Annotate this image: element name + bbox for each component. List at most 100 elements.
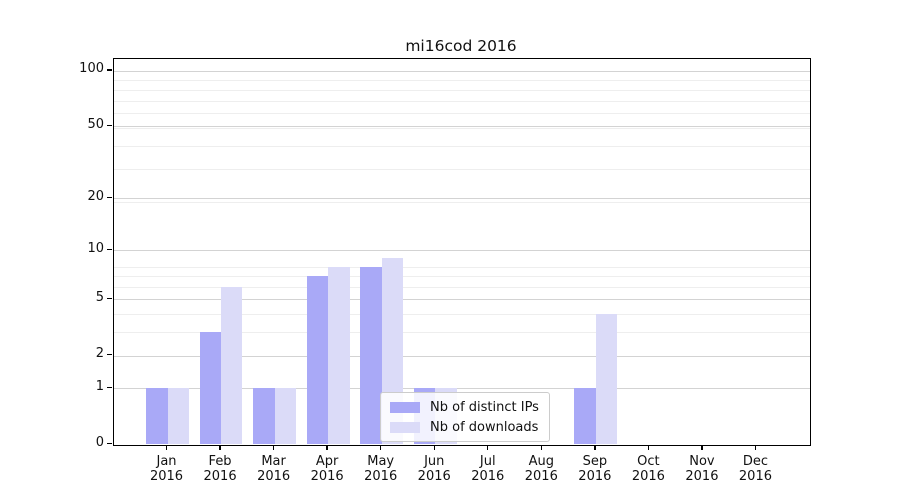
x-tick-month: Sep (582, 453, 608, 469)
x-tick-year: 2016 (631, 469, 665, 484)
y-gridline-minor (114, 287, 810, 289)
legend: Nb of distinct IPs Nb of downloads (380, 392, 550, 442)
x-tick-month: Jan (156, 453, 177, 469)
y-gridline-major (114, 70, 810, 72)
y-gridline-minor (114, 314, 810, 316)
x-axis-tick (487, 445, 489, 450)
legend-entry: Nb of distinct IPs (390, 398, 539, 416)
y-gridline-major (114, 388, 810, 390)
bar-downloads (167, 388, 189, 445)
x-tick-month: Jun (424, 453, 445, 469)
bar-downloads (328, 266, 350, 445)
legend-entry: Nb of downloads (390, 418, 539, 436)
y-gridline-minor (114, 100, 810, 102)
bar-distinct-ips (306, 276, 329, 445)
bar-downloads (221, 287, 243, 445)
x-tick-year: 2016 (417, 469, 451, 484)
y-gridline-minor (114, 276, 810, 278)
x-axis-tick (594, 445, 596, 450)
bar-downloads (595, 314, 618, 445)
x-tick-year: 2016 (149, 469, 184, 484)
x-tick-label: Nov 2016 (670, 454, 734, 485)
x-axis-tick (647, 445, 650, 450)
x-axis-tick (219, 445, 221, 450)
y-gridline-minor (114, 80, 810, 82)
y-gridline-major (114, 126, 810, 128)
x-axis-tick (165, 445, 168, 450)
x-axis-tick (326, 445, 328, 450)
x-tick-year: 2016 (685, 469, 719, 484)
y-axis-tick (107, 443, 112, 445)
y-gridline-major (114, 355, 810, 357)
x-tick-month: Nov (689, 453, 715, 469)
y-tick-label: 10 (87, 240, 104, 256)
y-tick-label: 2 (95, 346, 104, 362)
x-axis-tick (379, 445, 382, 450)
y-axis-tick (107, 196, 112, 198)
x-tick-month: Jul (479, 453, 496, 469)
x-tick-year: 2016 (524, 469, 558, 484)
y-axis-tick (107, 354, 112, 356)
x-tick-label: Feb 2016 (188, 454, 252, 485)
x-axis-tick (433, 445, 435, 450)
x-tick-month: Aug (528, 453, 554, 469)
y-gridline-minor (114, 145, 810, 147)
y-gridline-minor (114, 266, 810, 268)
x-tick-month: Mar (261, 453, 286, 469)
y-tick-label: 100 (79, 61, 104, 77)
y-tick-label: 20 (87, 188, 104, 204)
bar-downloads (274, 388, 296, 445)
x-tick-year: 2016 (310, 469, 344, 484)
x-tick-label: Jun 2016 (402, 454, 466, 485)
y-tick-label: 5 (95, 289, 104, 305)
x-tick-year: 2016 (578, 469, 612, 484)
y-axis-tick (107, 248, 112, 251)
x-axis-tick (701, 445, 703, 450)
x-tick-label: Aug 2016 (509, 454, 573, 485)
y-tick-label: 50 (87, 116, 104, 132)
y-axis-tick (107, 124, 112, 127)
y-tick-label: 0 (95, 435, 104, 450)
bar-distinct-ips (360, 266, 382, 445)
x-tick-label: Jan 2016 (135, 454, 199, 485)
bar-distinct-ips (146, 388, 168, 445)
legend-swatch-downloads (390, 421, 420, 433)
y-gridline-major (114, 250, 810, 252)
y-gridline-minor (114, 169, 810, 171)
legend-label: Nb of distinct IPs (430, 399, 539, 415)
bar-distinct-ips (574, 388, 596, 445)
x-tick-year: 2016 (738, 469, 772, 484)
x-tick-label: Jul 2016 (456, 454, 520, 485)
x-axis-tick (272, 445, 275, 450)
y-gridline-minor (114, 202, 810, 204)
x-axis-tick (540, 445, 542, 450)
chart-title: mi16cod 2016 (405, 37, 517, 55)
x-tick-label: Oct 2016 (616, 454, 680, 485)
x-tick-month: May (367, 453, 395, 469)
y-axis-tick (107, 386, 112, 389)
x-tick-label: Apr 2016 (295, 454, 359, 485)
y-gridline-minor (114, 113, 810, 115)
y-gridline-major (114, 299, 810, 301)
x-tick-year: 2016 (203, 469, 237, 484)
bar-distinct-ips (199, 332, 222, 445)
y-gridline-minor (114, 127, 810, 129)
x-tick-month: Dec (742, 453, 769, 469)
legend-label: Nb of downloads (430, 419, 539, 435)
legend-swatch-distinct-ips (390, 401, 420, 413)
x-tick-label: May 2016 (349, 454, 413, 485)
x-tick-month: Feb (208, 453, 232, 469)
x-tick-year: 2016 (364, 469, 398, 484)
y-tick-label: 1 (95, 378, 104, 394)
y-axis-tick (107, 69, 112, 71)
x-tick-month: Apr (315, 453, 339, 469)
plot-area (113, 58, 811, 446)
x-axis-tick (754, 445, 757, 450)
y-gridline-minor (114, 332, 810, 334)
y-axis-tick (107, 297, 112, 300)
x-tick-month: Oct (637, 453, 660, 469)
y-gridline-major (114, 198, 810, 200)
x-tick-label: Sep 2016 (563, 454, 627, 485)
x-tick-year: 2016 (257, 469, 291, 484)
